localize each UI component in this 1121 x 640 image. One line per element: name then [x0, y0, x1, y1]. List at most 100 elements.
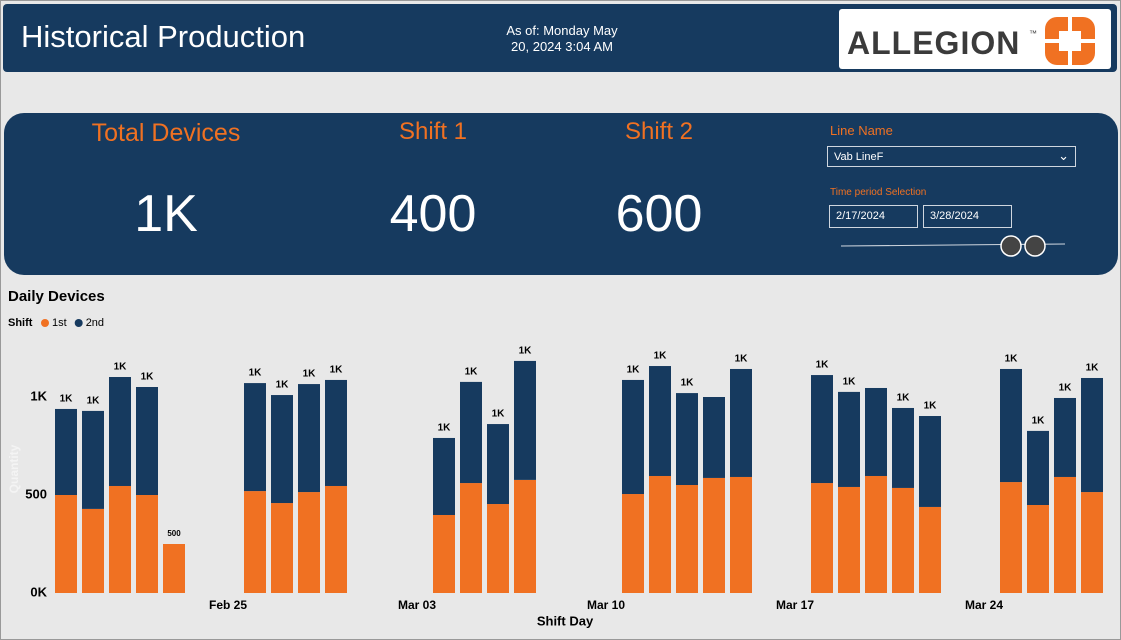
- bar-segment: [892, 407, 914, 488]
- chart: Daily Devices Shift Shift Day Quantity 1…: [7, 288, 1103, 628]
- logo-tm: ™: [1029, 29, 1037, 38]
- bar-segment: [298, 492, 320, 593]
- total-label: 1K: [1059, 383, 1073, 394]
- total-label: 1K: [897, 393, 911, 404]
- bar-segment: [136, 387, 158, 495]
- total-label: 1K: [654, 351, 668, 362]
- x-tick-label: Mar 24: [965, 598, 1003, 612]
- bar-segment: [730, 476, 752, 593]
- bar-segment: [1081, 377, 1103, 493]
- total-label: 1K: [1005, 354, 1019, 365]
- bar-segment: [1000, 482, 1022, 593]
- bar-segment: [460, 483, 482, 593]
- y-tick-label: 500: [25, 486, 47, 501]
- bar-segment: [55, 495, 77, 593]
- line-dropdown[interactable]: Vab LineF ⌄: [827, 146, 1076, 167]
- bar-segment: [622, 494, 644, 593]
- total-label: 1K: [87, 396, 101, 407]
- bar-segment: [919, 416, 941, 507]
- date-slider[interactable]: [837, 233, 1069, 259]
- bar-segment: [55, 408, 77, 495]
- bar-segment: [622, 379, 644, 495]
- bar-segment: [433, 437, 455, 515]
- date-text: 3/28/2024: [930, 210, 979, 222]
- bar-segment: [109, 485, 131, 593]
- bar-segment: [271, 503, 293, 593]
- y-tick-label: 1K: [30, 388, 47, 403]
- total-label: 1K: [60, 394, 74, 405]
- total-label: 1K: [438, 423, 452, 434]
- bar-segment: [487, 504, 509, 593]
- x-tick-label: Mar 17: [776, 598, 814, 612]
- total-label: 1K: [519, 346, 533, 357]
- legend-label: 2nd: [86, 317, 104, 329]
- bar-segment: [1000, 368, 1022, 483]
- bar-segment: [811, 375, 833, 484]
- bar-segment: [919, 506, 941, 593]
- bar-segment: [1054, 476, 1076, 593]
- bar-segment: [649, 475, 671, 593]
- kpi-value: 600: [615, 185, 703, 243]
- total-label: 1K: [303, 369, 317, 380]
- as-of: As of: Monday May 20, 2024 3:04 AM: [506, 23, 618, 54]
- total-label: 1K: [843, 377, 857, 388]
- total-label: 500: [167, 529, 181, 538]
- end-date[interactable]: 3/28/2024: [923, 205, 1012, 228]
- bar-segment: [1027, 430, 1049, 505]
- bar-segment: [82, 410, 104, 509]
- logo-box: ALLEGION ™: [839, 9, 1111, 69]
- bar-segment: [703, 477, 725, 593]
- x-tick-label: Feb 25: [209, 598, 247, 612]
- start-date[interactable]: 2/17/2024: [829, 205, 918, 228]
- total-label: 1K: [1032, 416, 1046, 427]
- logo-text: ALLEGION: [847, 25, 1021, 61]
- date-text: 2/17/2024: [836, 210, 885, 222]
- total-label: 1K: [816, 360, 830, 371]
- total-label: 1K: [330, 365, 344, 376]
- bar-segment: [703, 397, 725, 478]
- kpi-value: 400: [389, 185, 477, 243]
- dropdown-value: Vab LineF: [834, 151, 884, 163]
- total-label: 1K: [492, 409, 506, 420]
- bar-segment: [514, 360, 536, 480]
- kpi-panel: [4, 113, 1118, 275]
- total-label: 1K: [735, 354, 749, 365]
- total-label: 1K: [249, 368, 263, 379]
- legend-swatch: [74, 319, 83, 327]
- legend-label: 1st: [52, 317, 67, 329]
- bar-segment: [811, 483, 833, 593]
- y-axis-title: Quantity: [7, 444, 21, 493]
- bar-segment: [433, 514, 455, 593]
- legend-title: Shift: [8, 317, 33, 329]
- total-label: 1K: [1086, 363, 1100, 374]
- bar-segment: [244, 491, 266, 593]
- bar-segment: [865, 475, 887, 593]
- bar-segment: [136, 495, 158, 593]
- filter-label: Line Name: [830, 123, 893, 138]
- y-tick-label: 0K: [30, 584, 47, 599]
- total-label: 1K: [924, 401, 938, 412]
- bar-segment: [676, 393, 698, 486]
- bar-segment: [1081, 492, 1103, 593]
- bar-segment: [838, 486, 860, 593]
- bar-segment: [487, 424, 509, 505]
- total-label: 1K: [141, 372, 155, 383]
- bar-segment: [298, 384, 320, 493]
- chevron: ⌄: [1058, 148, 1069, 163]
- legend-swatch: [41, 319, 49, 327]
- bar-segment: [325, 379, 347, 486]
- x-tick-label: Mar 03: [398, 598, 436, 612]
- logo-icon: [1043, 15, 1097, 67]
- total-label: 1K: [465, 367, 479, 378]
- kpi-value: 1K: [134, 185, 198, 243]
- bar-segment: [730, 368, 752, 477]
- bar-segment: [244, 383, 266, 492]
- kpi-label: Shift 1: [398, 118, 468, 145]
- filter-label: Time period Selection: [830, 187, 927, 198]
- bar-segment: [163, 544, 185, 593]
- x-tick-label: Mar 10: [587, 598, 625, 612]
- bar-segment: [865, 387, 887, 476]
- bar-segment: [676, 485, 698, 593]
- total-label: 1K: [627, 365, 641, 376]
